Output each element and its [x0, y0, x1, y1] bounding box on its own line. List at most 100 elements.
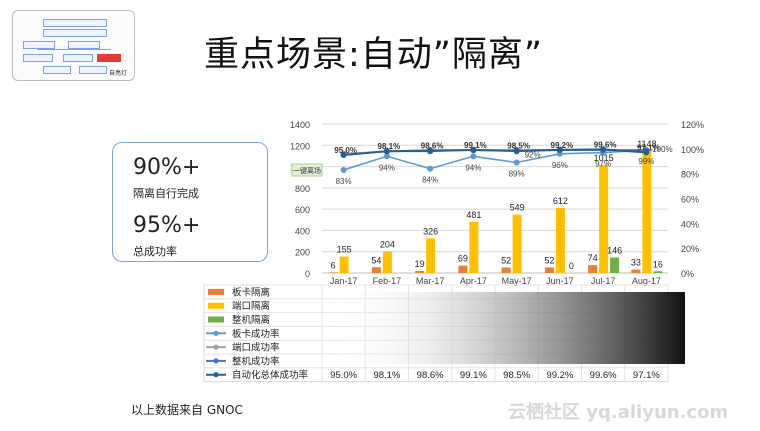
watermark: 云栖社区 yq.aliyun.com [508, 402, 729, 423]
y-tick-label: 600 [295, 205, 310, 215]
x-tick-label: Jan-17 [330, 276, 358, 286]
legend-entry: 整机隔离 [232, 314, 270, 326]
line-data-label: 99% [638, 157, 654, 166]
line-data-label: 83% [336, 177, 352, 186]
bar-data-label: 481 [466, 210, 481, 220]
y-tick-label: 1200 [290, 141, 310, 151]
legend-entry: 板卡隔离 [232, 286, 270, 298]
legend-swatch-dot [213, 330, 219, 336]
bar-data-label: 52 [544, 255, 554, 265]
series-point [340, 152, 347, 159]
bar [469, 221, 479, 273]
x-tick-label: Apr-17 [460, 276, 487, 286]
legend-entry: 自动化总体成功率 [232, 369, 309, 381]
x-tick-label: Jun-17 [546, 276, 574, 286]
series-point [556, 146, 563, 153]
bar [588, 265, 598, 273]
y-tick-label: 200 [295, 248, 310, 258]
occluded-table-region [330, 292, 685, 364]
bar-data-label: 155 [337, 245, 352, 255]
line-data-label: 95.0% [334, 146, 357, 155]
bar-data-label: 16 [653, 259, 663, 269]
y2-tick-label: 100% [681, 145, 704, 155]
legend-swatch-dot [213, 344, 219, 350]
legend-swatch-dot [213, 358, 219, 364]
line-data-label: 100% [652, 145, 672, 154]
thumb-red-box [97, 54, 121, 62]
y-tick-label: 400 [295, 226, 310, 236]
slide-thumbnail[interactable]: 自亮灯 [12, 10, 135, 81]
series-point [470, 146, 477, 153]
data-source-note: 以上数据来自 GNOC [131, 403, 243, 417]
bar-data-label: 33 [631, 257, 641, 267]
thumb-box [63, 54, 93, 62]
bar [458, 265, 468, 273]
table-cell: 99.2% [546, 370, 573, 381]
legend-swatch-dot [213, 372, 219, 378]
series-point [600, 146, 607, 153]
bar [382, 251, 392, 273]
line-data-label: 98.1% [378, 142, 401, 151]
bar [610, 257, 620, 273]
bar-data-label: 0 [569, 261, 574, 271]
bar-data-label: 146 [607, 245, 622, 255]
x-tick-label: Aug-17 [632, 276, 661, 286]
bar [512, 214, 522, 273]
series-point [427, 147, 434, 154]
thumb-box [43, 66, 71, 74]
bar [642, 150, 652, 273]
table-cell: 98.5% [503, 370, 530, 381]
table-cell: 95.0% [330, 370, 357, 381]
bar-data-label: 6 [331, 260, 336, 270]
line-data-label: 89% [509, 169, 525, 178]
bar-data-label: 549 [510, 203, 525, 213]
series-point [643, 149, 650, 156]
bar [544, 267, 554, 273]
series-line [343, 148, 647, 157]
bar-data-label: 612 [553, 196, 568, 206]
legend-swatch [208, 316, 224, 323]
legend-entry: 板卡成功率 [232, 328, 280, 340]
y2-tick-label: 60% [681, 195, 699, 205]
y2-tick-label: 80% [681, 170, 699, 180]
y2-tick-label: 40% [681, 219, 699, 229]
series-point [470, 153, 477, 160]
legend-entry: 端口隔离 [232, 300, 270, 312]
table-cell: 99.1% [460, 370, 487, 381]
legend-swatch [208, 302, 224, 309]
line-data-label: 97% [595, 160, 611, 169]
bar [631, 269, 641, 273]
thumb-connector [37, 49, 111, 50]
line-data-label: 99.2% [551, 141, 574, 150]
series-point [383, 148, 390, 155]
line-data-label: 84% [422, 176, 438, 185]
y2-tick-label: 20% [681, 244, 699, 254]
thumb-box [23, 54, 53, 62]
line-data-label: 99.1% [464, 141, 487, 150]
thumb-box [43, 19, 107, 27]
legend-badge-text: 一键离场 [293, 166, 321, 175]
bar [599, 164, 609, 273]
line-data-label: 96% [552, 161, 568, 170]
table-cell: 97.1% [633, 370, 660, 381]
table-cell: 98.1% [373, 370, 400, 381]
bar [653, 271, 663, 273]
bar [501, 267, 511, 273]
series-point [383, 153, 390, 160]
bar-data-label: 19 [415, 259, 425, 269]
table-cell: 99.6% [590, 370, 617, 381]
line-data-label: 92% [525, 151, 541, 160]
y2-tick-label: 120% [681, 120, 704, 130]
bar-data-label: 326 [423, 226, 438, 236]
series-point [513, 159, 520, 166]
y-tick-label: 1400 [290, 120, 310, 130]
x-tick-label: Mar-17 [416, 276, 445, 286]
kpi-label-success: 总成功率 [133, 245, 177, 258]
series-line [343, 149, 647, 171]
series-point [340, 166, 347, 173]
bar [426, 238, 436, 273]
legend-entry: 整机成功率 [232, 355, 280, 367]
line-data-label: 99.6% [594, 140, 617, 149]
y-tick-label: 0 [305, 269, 310, 279]
series-point [513, 147, 520, 154]
